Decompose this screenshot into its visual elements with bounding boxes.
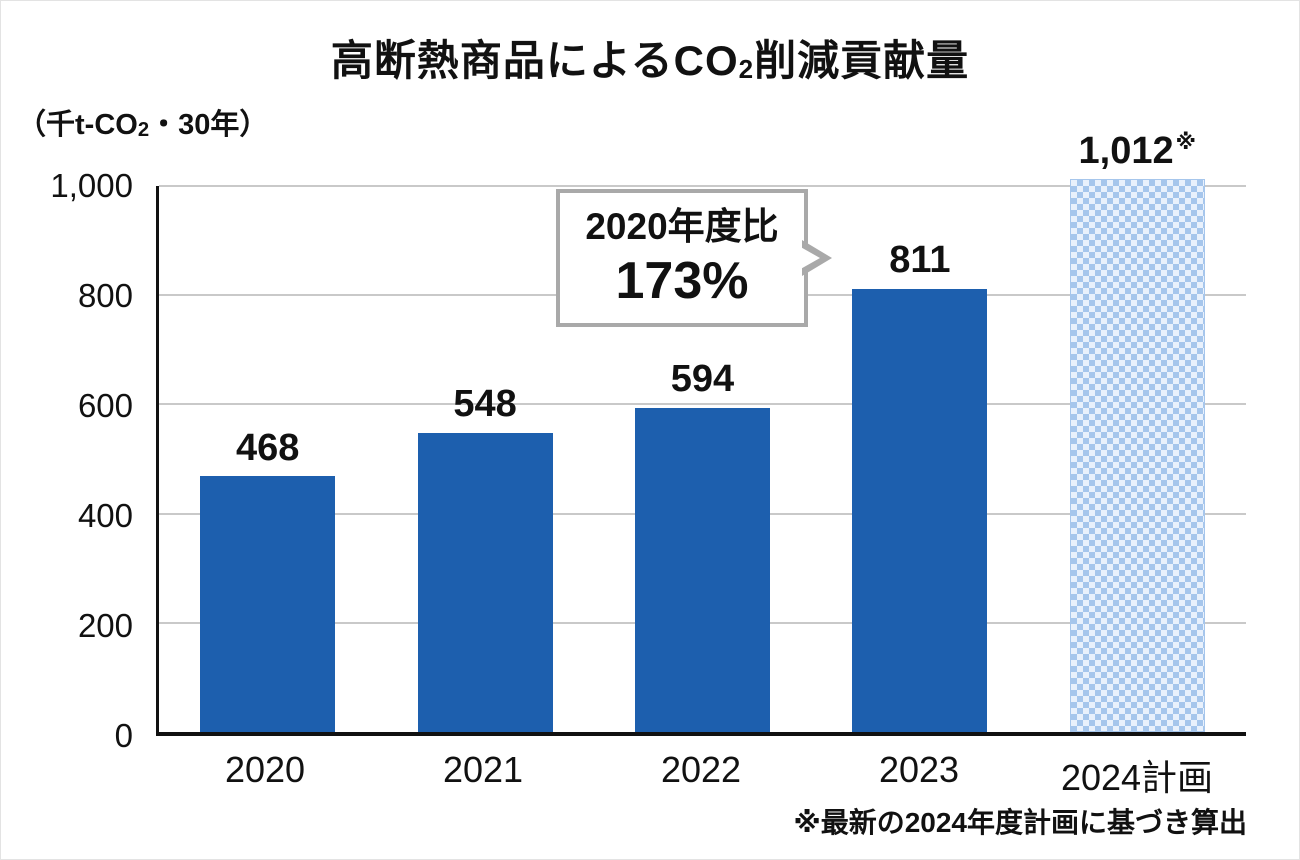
bar-column-2023: 811 [811, 186, 1028, 732]
bar-2021 [417, 432, 553, 732]
unit-text: （千t-CO [17, 109, 138, 141]
y-tick-label: 0 [114, 717, 133, 754]
x-axis-label-2022: 2022 [660, 749, 742, 790]
bar-column-2024計画: 1,012※ [1029, 131, 1246, 732]
bar-value-label: 594 [670, 357, 735, 400]
chart-title-subscript: 2 [738, 54, 755, 85]
bar-column-2022: 594 [594, 186, 811, 732]
plot-area: 468 548 594 811 1,012※ [156, 131, 1246, 736]
bar-2022 [634, 407, 770, 732]
annotation-line1: 2020年度比 [585, 206, 779, 247]
gridline [159, 185, 1246, 187]
bar-value-label: 1,012※ [1078, 129, 1196, 172]
y-tick-label: 600 [77, 387, 133, 424]
y-tick-label: 200 [77, 607, 133, 644]
y-tick-label: 800 [77, 277, 133, 314]
unit-subscript: 2 [137, 119, 150, 142]
y-tick-label: 400 [77, 497, 133, 534]
bar-column-2020: 468 [159, 186, 376, 732]
bar-2020 [200, 476, 336, 732]
annotation-callout: 2020年度比 173% [556, 189, 832, 327]
bar-value-label: 468 [235, 426, 300, 469]
chart-title: 高断熱商品によるCO2削減貢献量 [1, 27, 1299, 88]
chart-title-text: 高断熱商品によるCO [330, 37, 739, 84]
x-axis-label-2023: 2023 [878, 749, 960, 790]
y-tick-label: 1,000 [50, 167, 133, 204]
y-axis-unit-label: （千t-CO2・30年） [17, 101, 268, 143]
x-axis-label-2020: 2020 [224, 749, 306, 790]
bar-2024計画 [1069, 179, 1205, 732]
chart-title-text-2: 削減貢献量 [754, 37, 970, 84]
y-axis-tick-labels: 0 200 400 600 800 1,000 [1, 167, 139, 754]
unit-text-2: ・30年） [149, 109, 269, 141]
bar-value-label: 811 [889, 239, 951, 282]
bars-container: 468 548 594 811 1,012※ [159, 131, 1246, 732]
bar-value-label: 548 [453, 382, 517, 425]
gridline [159, 403, 1246, 406]
x-axis-labels: 2020 2021 2022 2023 2024計画 [156, 749, 1246, 801]
annotation-line2: 173% [615, 252, 749, 311]
x-axis-label-2024計画: 2024計画 [1060, 757, 1214, 798]
bar-2023 [852, 289, 988, 732]
footnote: ※最新の2024年度計画に基づき算出 [793, 807, 1247, 838]
asterisk-mark: ※ [1175, 130, 1196, 154]
x-axis-label-2021: 2021 [442, 749, 524, 790]
bar-column-2021: 548 [376, 186, 593, 732]
